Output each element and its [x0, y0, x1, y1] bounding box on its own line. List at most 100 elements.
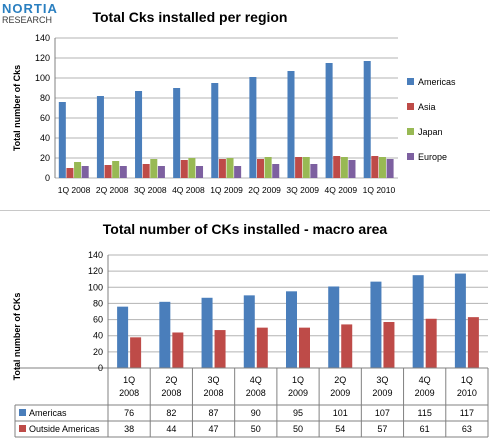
y-tick-label: 60 [40, 113, 50, 123]
bar-americas [328, 286, 340, 368]
data-table-value: 82 [166, 408, 176, 418]
x-tick-label: 2009 [415, 388, 435, 398]
bar-americas [211, 83, 219, 178]
bar-outside-americas [130, 337, 142, 368]
x-tick-label: 2008 [161, 388, 181, 398]
x-tick-label: 2010 [457, 388, 477, 398]
bar-japan [74, 162, 82, 178]
y-tick-label: 120 [35, 53, 50, 63]
bar-europe [310, 164, 318, 178]
bar-americas [325, 63, 333, 178]
y-tick-label: 60 [93, 315, 103, 325]
y-tick-label: 140 [35, 33, 50, 43]
chart-divider [0, 210, 490, 211]
bar-outside-americas [214, 330, 226, 368]
bar-americas [249, 77, 257, 178]
data-table-value: 90 [251, 408, 261, 418]
bar-europe [119, 166, 127, 178]
y-tick-label: 100 [88, 282, 103, 292]
x-tick-label: 2Q [334, 375, 346, 385]
bar-asia [295, 157, 303, 178]
x-tick-label: 2009 [288, 388, 308, 398]
bar-americas [58, 102, 66, 178]
data-table-value: 115 [417, 408, 431, 418]
legend-label-americas: Americas [29, 408, 67, 418]
nortia-research-logo: NORTIA RESEARCH [2, 2, 64, 28]
data-table-value: 57 [377, 424, 387, 434]
legend-swatch-outside-americas [19, 425, 26, 432]
data-table-value: 47 [209, 424, 219, 434]
bar-americas [454, 273, 466, 368]
bar-outside-americas [256, 327, 268, 368]
x-tick-label: 1Q [461, 375, 473, 385]
y-tick-label: 0 [45, 173, 50, 183]
data-table-value: 44 [166, 424, 176, 434]
x-tick-label: 1Q 2009 [210, 185, 243, 195]
bar-outside-americas [425, 318, 437, 368]
x-tick-label: 2008 [119, 388, 139, 398]
data-table-value: 38 [124, 424, 134, 434]
x-tick-label: 4Q 2009 [325, 185, 358, 195]
logo-brand-top: NORTIA [2, 1, 58, 16]
bar-japan [188, 158, 196, 178]
data-table-value: 95 [293, 408, 303, 418]
legend-label-americas: Americas [418, 77, 456, 87]
bar-asia [371, 156, 379, 178]
chart-ck-per-region: Total Cks installed per region 0 20 40 60 80 1… [12, 9, 456, 195]
legend-swatch-europe [407, 153, 414, 160]
x-tick-label: 4Q [250, 375, 262, 385]
bar-japan [112, 161, 120, 178]
x-tick-label: 2Q [165, 375, 177, 385]
x-tick-label: 2009 [372, 388, 392, 398]
chart-ck-macro-area: Total number of CKs installed - macro ar… [12, 221, 489, 438]
bar-europe [386, 159, 394, 178]
x-tick-label: 2008 [246, 388, 266, 398]
x-tick-label: 1Q [292, 375, 304, 385]
bar-japan [378, 157, 386, 178]
bar-americas [412, 275, 424, 368]
x-tick-label: 3Q 2008 [134, 185, 167, 195]
y-tick-label: 20 [40, 153, 50, 163]
y-tick-label: 40 [40, 133, 50, 143]
bar-europe [196, 166, 204, 178]
x-tick-label: 1Q 2010 [363, 185, 396, 195]
legend-swatch-japan [407, 128, 414, 135]
data-table-value: 54 [335, 424, 345, 434]
data-table-value: 50 [251, 424, 261, 434]
bar-europe [348, 160, 356, 178]
x-tick-label: 3Q [208, 375, 220, 385]
bar-americas [243, 295, 255, 368]
legend-label-europe: Europe [418, 152, 447, 162]
bar-americas [117, 306, 129, 368]
bar-outside-americas [383, 321, 395, 368]
data-table-value: 117 [460, 408, 474, 418]
data-table-value: 87 [209, 408, 219, 418]
bar-asia [256, 159, 265, 178]
y-tick-label: 40 [93, 331, 103, 341]
bar-americas [135, 91, 143, 178]
bar-asia [142, 164, 150, 178]
y-tick-label: 20 [93, 347, 103, 357]
x-tick-label: 3Q [376, 375, 388, 385]
bar-americas [96, 96, 104, 178]
y-tick-label: 120 [88, 266, 103, 276]
bar-japan [264, 157, 272, 178]
logo-brand-bottom: RESEARCH [2, 15, 53, 25]
data-table-value: 63 [462, 424, 472, 434]
bar-americas [287, 71, 295, 178]
bar-japan [340, 157, 348, 178]
y-tick-label: 80 [93, 298, 103, 308]
bar-americas [363, 61, 371, 178]
bar-europe [157, 166, 165, 178]
x-tick-label: 4Q [419, 375, 431, 385]
bar-asia [218, 159, 226, 178]
data-table-value: 107 [375, 408, 390, 418]
bar-outside-americas [172, 332, 184, 368]
y-tick-label: 140 [88, 250, 103, 260]
legend-swatch-asia [407, 103, 414, 110]
bar-japan [150, 159, 158, 178]
x-tick-label: 2Q 2009 [248, 185, 281, 195]
y-tick-label: 80 [40, 93, 50, 103]
x-tick-label: 2008 [204, 388, 224, 398]
bar-americas [370, 281, 382, 368]
